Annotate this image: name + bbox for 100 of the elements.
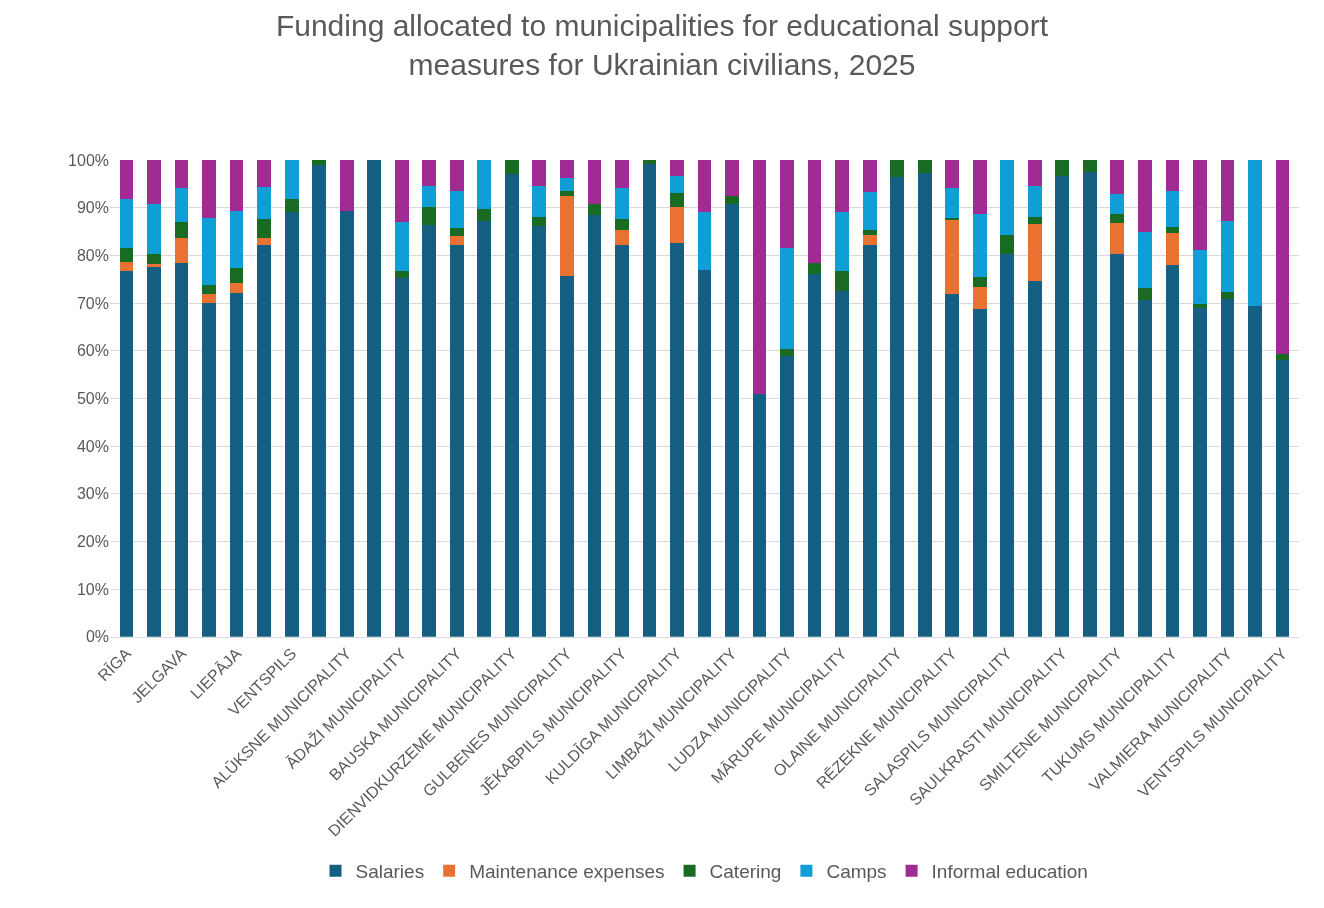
bar <box>312 165 327 637</box>
bar <box>1110 194 1125 214</box>
bar <box>119 271 134 637</box>
bar <box>1027 185 1042 217</box>
bar <box>422 224 437 637</box>
bar <box>917 172 932 637</box>
y-tick-label: 100% <box>68 151 109 169</box>
bar <box>725 160 739 196</box>
y-tick-label: 80% <box>76 246 109 264</box>
bar <box>587 204 602 216</box>
bar <box>284 160 299 199</box>
bar <box>752 393 767 637</box>
bar <box>780 160 794 248</box>
bar <box>1027 280 1042 637</box>
bar <box>257 218 272 238</box>
bar <box>1165 190 1180 228</box>
bar <box>147 253 161 265</box>
bar <box>780 349 794 357</box>
bar <box>394 271 409 278</box>
bar <box>945 219 960 294</box>
bar <box>1275 160 1290 355</box>
bar <box>229 210 244 269</box>
bar <box>422 207 437 225</box>
bar <box>532 216 547 227</box>
bar <box>1137 299 1152 637</box>
bar <box>615 245 629 637</box>
bar <box>587 215 602 637</box>
bar <box>945 293 960 637</box>
bar <box>394 222 409 272</box>
legend-label: Camps <box>826 861 887 883</box>
bar <box>1275 354 1290 361</box>
bar <box>945 188 960 219</box>
bar <box>119 199 134 248</box>
bar <box>394 160 409 223</box>
bar <box>670 243 684 637</box>
bar <box>1000 160 1015 235</box>
bar <box>1055 176 1070 637</box>
bar <box>1027 224 1042 281</box>
bar <box>725 203 739 637</box>
bar <box>725 195 739 204</box>
bar <box>1110 160 1125 195</box>
bar <box>835 291 849 637</box>
bar <box>229 268 244 284</box>
bar <box>229 292 244 637</box>
bar <box>560 160 574 179</box>
bar <box>202 302 216 637</box>
bar <box>697 270 712 637</box>
y-tick-label: 10% <box>76 580 109 598</box>
bar <box>119 262 134 272</box>
bar <box>890 160 905 178</box>
bar <box>394 277 409 637</box>
bar <box>670 207 684 244</box>
bar <box>862 244 877 637</box>
y-tick-label: 50% <box>76 390 109 408</box>
bar <box>449 190 464 228</box>
bar <box>284 212 299 637</box>
bar <box>697 160 712 212</box>
bar <box>972 214 987 278</box>
bar <box>1220 160 1235 221</box>
bar <box>202 160 216 218</box>
bar <box>780 356 794 637</box>
bar <box>1137 160 1152 233</box>
bar <box>504 173 519 637</box>
bar <box>1137 287 1152 300</box>
bar <box>147 160 161 204</box>
bar <box>642 164 657 637</box>
bar <box>1193 307 1207 637</box>
bar <box>532 185 547 217</box>
bar <box>449 235 464 246</box>
legend-label: Maintenance expenses <box>469 861 665 883</box>
legend-label: Catering <box>709 861 782 883</box>
bar <box>1165 227 1180 233</box>
bar <box>835 160 849 212</box>
bar <box>1110 213 1125 224</box>
bar <box>174 222 189 238</box>
bar <box>174 237 189 263</box>
bar <box>532 226 547 637</box>
bar <box>972 160 987 215</box>
bar <box>972 287 987 310</box>
bar <box>229 160 244 211</box>
bar <box>174 160 189 189</box>
bar <box>449 227 464 236</box>
bar <box>477 160 492 209</box>
bar <box>477 220 492 637</box>
bar <box>339 210 354 637</box>
bar <box>1055 160 1070 177</box>
bar <box>257 187 272 219</box>
bar <box>862 160 877 192</box>
y-tick-label: 0% <box>85 628 109 646</box>
bar <box>147 266 161 637</box>
bar <box>202 285 216 294</box>
bar <box>119 247 134 263</box>
y-tick-label: 40% <box>76 437 109 455</box>
bar <box>477 208 492 221</box>
bar <box>119 160 134 200</box>
bar <box>1000 253 1015 637</box>
bar <box>780 247 794 350</box>
bar <box>917 160 932 173</box>
bar <box>862 234 877 245</box>
bar <box>560 275 574 637</box>
